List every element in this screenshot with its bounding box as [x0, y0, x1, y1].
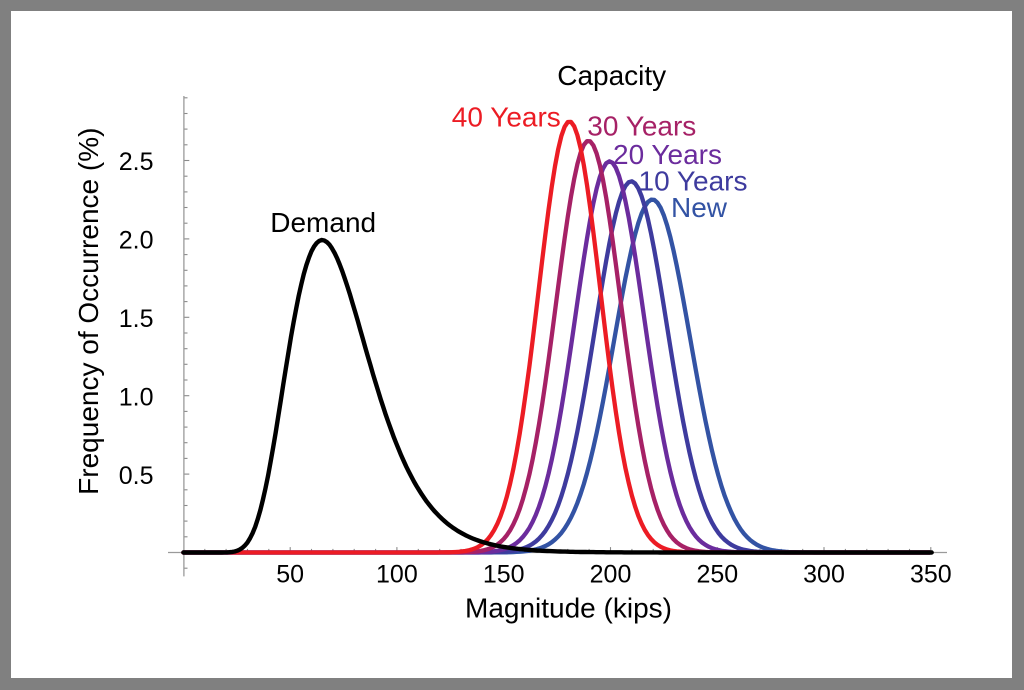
svg-text:40 Years: 40 Years — [452, 102, 561, 133]
svg-text:2.5: 2.5 — [119, 148, 154, 176]
svg-text:Frequency of Occurrence (%): Frequency of Occurrence (%) — [73, 128, 104, 495]
svg-text:2.0: 2.0 — [119, 227, 154, 255]
svg-text:30 Years: 30 Years — [587, 110, 696, 141]
svg-text:Demand: Demand — [270, 207, 376, 238]
svg-text:Capacity: Capacity — [557, 60, 666, 91]
svg-text:350: 350 — [910, 560, 952, 588]
svg-text:20 Years: 20 Years — [613, 139, 722, 170]
svg-text:0.5: 0.5 — [119, 462, 154, 490]
svg-text:New: New — [671, 192, 728, 223]
svg-text:1.5: 1.5 — [119, 305, 154, 333]
svg-text:200: 200 — [590, 560, 632, 588]
svg-text:150: 150 — [483, 560, 525, 588]
svg-text:1.0: 1.0 — [119, 383, 154, 411]
svg-text:Magnitude (kips): Magnitude (kips) — [465, 593, 672, 624]
svg-text:100: 100 — [376, 560, 418, 588]
svg-text:250: 250 — [696, 560, 738, 588]
svg-text:50: 50 — [276, 560, 304, 588]
svg-text:10 Years: 10 Years — [639, 166, 748, 197]
svg-text:300: 300 — [803, 560, 845, 588]
